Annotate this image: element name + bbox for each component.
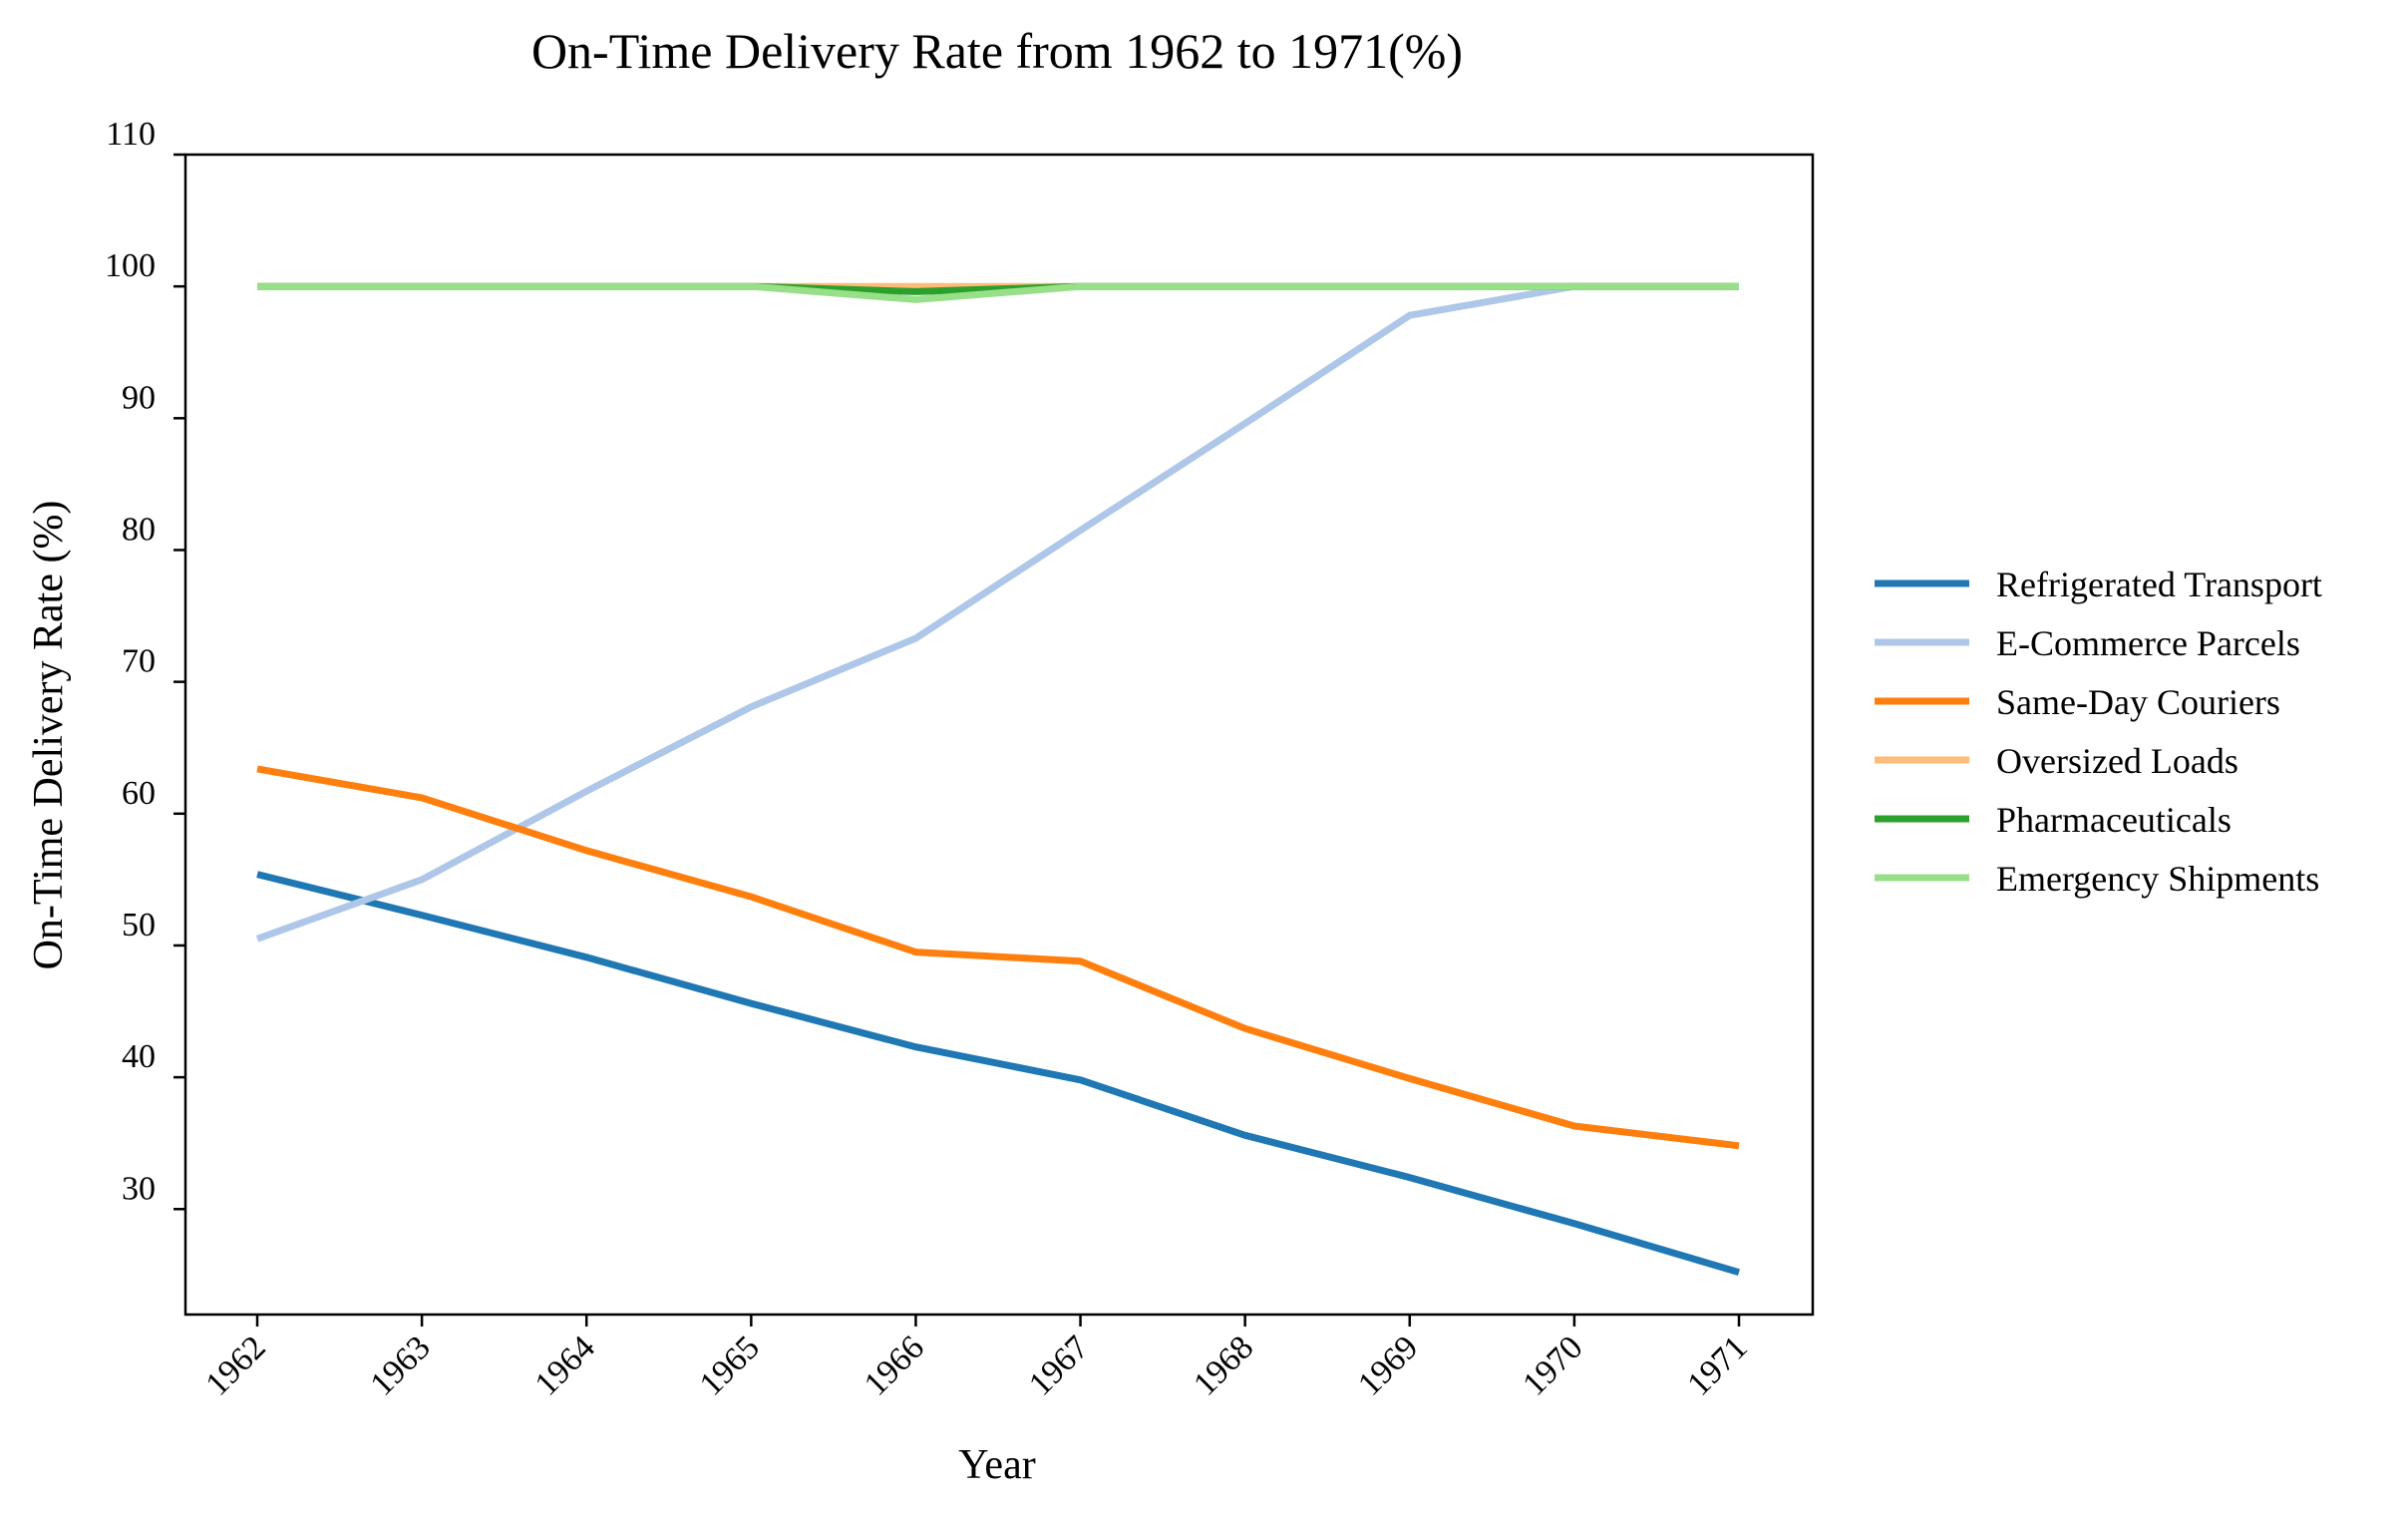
series-line-emergency-shipments xyxy=(257,282,1739,303)
x-tick-label: 1963 xyxy=(364,1328,438,1402)
legend-label-same-day-couriers: Same-Day Couriers xyxy=(1996,682,2280,722)
x-tick-label: 1966 xyxy=(858,1328,931,1402)
plot-area: 30 40 50 60 70 80 90 100 110 1962 1963 1964 1965 1966… xyxy=(105,116,1815,1403)
x-tick-label: 1971 xyxy=(1680,1328,1754,1402)
y-tick-label: 100 xyxy=(105,247,156,284)
y-tick-label: 60 xyxy=(122,775,156,812)
series-line-e-commerce-parcels xyxy=(255,282,1739,943)
plot-frame xyxy=(183,153,1815,1317)
x-tick-label: 1962 xyxy=(198,1328,272,1402)
y-axis-title: On-Time Delivery Rate (%) xyxy=(26,501,72,970)
y-tick-label: 110 xyxy=(106,116,156,153)
x-tick-label: 1970 xyxy=(1516,1328,1589,1402)
y-tick-label: 30 xyxy=(122,1170,156,1207)
legend-label-oversized-loads: Oversized Loads xyxy=(1996,741,2238,781)
legend-label-pharmaceuticals: Pharmaceuticals xyxy=(1996,800,2232,840)
y-tick-label: 50 xyxy=(122,907,156,944)
legend-label-refrigerated-transport: Refrigerated Transport xyxy=(1996,565,2322,604)
x-axis-title: Year xyxy=(958,1442,1035,1488)
y-tick-label: 80 xyxy=(122,511,156,548)
x-tick-label: 1964 xyxy=(528,1328,602,1402)
y-tick-label: 90 xyxy=(122,379,156,416)
y-tick-label: 40 xyxy=(122,1038,156,1075)
x-tick-label: 1965 xyxy=(693,1328,767,1402)
x-tick-label: 1968 xyxy=(1187,1328,1260,1402)
y-tick-label: 70 xyxy=(122,643,156,680)
x-tick-label: 1969 xyxy=(1351,1328,1425,1402)
legend: Refrigerated Transport E-Commerce Parcels… xyxy=(1875,565,2322,899)
legend-label-e-commerce-parcels: E-Commerce Parcels xyxy=(1996,623,2300,663)
legend-label-emergency-shipments: Emergency Shipments xyxy=(1996,859,2319,899)
series-line-same-day-couriers xyxy=(256,765,1740,1150)
chart-title: On-Time Delivery Rate from 1962 to 1971(… xyxy=(531,23,1463,79)
series-line-refrigerated-transport xyxy=(256,871,1740,1277)
x-tick-label: 1967 xyxy=(1022,1328,1096,1402)
